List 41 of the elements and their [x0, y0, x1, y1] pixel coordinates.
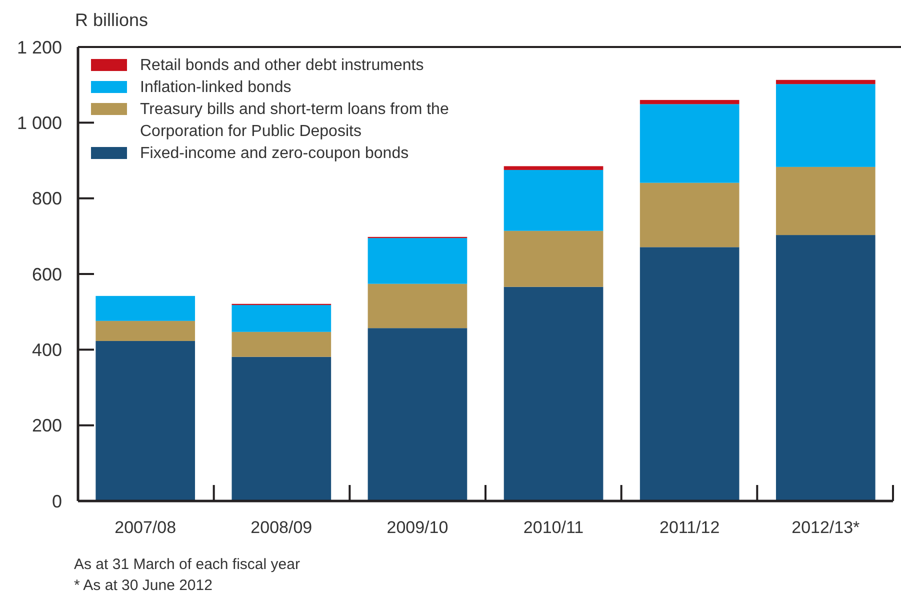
text: * As at 30 June 2012: [74, 577, 212, 592]
bar: [232, 332, 332, 357]
bar: [232, 356, 332, 501]
y-tick-label: 1 000: [16, 112, 62, 133]
bar: [640, 182, 740, 248]
text: As at 31 March of each fiscal year: [74, 556, 300, 573]
bar: [368, 284, 468, 328]
x-tick-label: 2010/11: [523, 518, 584, 537]
legend-label: Inflation-linked bonds: [140, 79, 292, 96]
bar: [504, 286, 604, 501]
x-tick-label: 2007/08: [114, 518, 176, 537]
bar: [504, 230, 604, 287]
x-tick-label: 2008/09: [250, 518, 312, 537]
bar: [640, 247, 740, 501]
bar: [776, 84, 876, 167]
y-tick-label: 1 200: [16, 37, 62, 58]
bar: [504, 170, 604, 231]
bar: [640, 100, 740, 104]
bar: [96, 320, 196, 341]
bar: [640, 104, 740, 183]
x-tick-label: 2012/13*: [792, 518, 860, 537]
bar: [776, 166, 876, 236]
bar: [232, 305, 332, 332]
y-tick-label: 200: [32, 416, 62, 436]
legend-label: Fixed-income and zero-coupon bonds: [140, 145, 409, 162]
bar: [96, 340, 196, 501]
y-axis-title: R billions: [75, 10, 148, 30]
x-tick-label: 2011/12: [659, 518, 720, 537]
y-tick-label: 400: [32, 340, 62, 360]
bar: [368, 238, 468, 284]
legend-label: Retail bonds and other debt instruments: [140, 57, 424, 74]
bar: [776, 80, 876, 84]
bar: [504, 166, 604, 170]
x-tick-label: 2009/10: [386, 518, 448, 537]
legend-label: Treasury bills and short-term loans from the Corporation for Public Deposits: [140, 101, 449, 140]
y-tick-label: 0: [52, 491, 62, 512]
y-tick-label: 800: [32, 188, 62, 209]
y-tick-label: 600: [32, 264, 62, 284]
bar: [776, 235, 876, 501]
bar: [96, 296, 196, 321]
bar: [368, 328, 468, 501]
